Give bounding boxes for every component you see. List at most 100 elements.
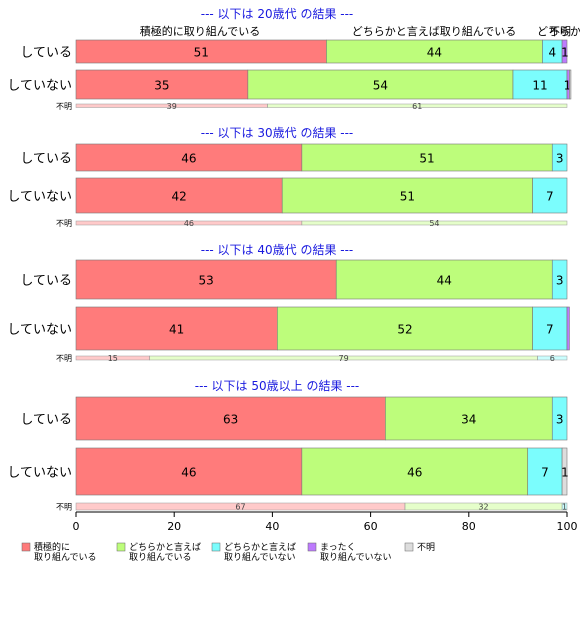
bar-segment xyxy=(75,177,283,214)
unknown-data-label: 46 xyxy=(184,219,194,228)
unknown-data-label: 67 xyxy=(235,503,245,512)
data-label: 1 xyxy=(561,46,569,60)
x-tick-label: 80 xyxy=(462,520,476,533)
bar-segment xyxy=(75,306,278,351)
panel-title: --- 以下は 30歳代 の結果 --- xyxy=(201,126,354,140)
x-tick-label: 40 xyxy=(265,520,279,533)
legend-item: 積極的に取り組んでいる xyxy=(21,541,97,563)
unknown-row: 不明 39 61 xyxy=(56,102,568,111)
unknown-data-label: 6 xyxy=(550,354,555,363)
bar-segment xyxy=(561,39,568,64)
row-label: していない xyxy=(7,466,72,481)
data-label: 3 xyxy=(556,274,564,288)
unknown-data-label: 39 xyxy=(167,102,177,111)
legend-swatch xyxy=(21,542,31,552)
legend-label: 取り組んでいる xyxy=(129,551,192,563)
data-label: 7 xyxy=(546,190,554,204)
unknown-segment xyxy=(267,103,568,108)
row-label: していない xyxy=(7,79,72,94)
legend-label: 積極的に xyxy=(34,541,70,553)
bar-segment xyxy=(532,306,568,351)
data-label: 63 xyxy=(223,413,238,427)
legend: 積極的に取り組んでいるどちらかと言えば取り組んでいるどちらかと言えば取り組んでい… xyxy=(21,541,435,563)
legend-label: 取り組んでいない xyxy=(320,551,392,563)
unknown-label: 不明 xyxy=(56,219,72,228)
legend-label: どちらかと言えば xyxy=(129,541,201,553)
legend-swatch xyxy=(116,542,126,552)
legend-item: 不明 xyxy=(404,542,435,553)
bar-segment xyxy=(301,143,553,172)
data-label: 34 xyxy=(461,413,476,427)
bar-segment xyxy=(532,177,568,214)
row-label: していない xyxy=(7,323,72,338)
legend-label: 不明 xyxy=(417,542,435,553)
top-category-label: 不明 xyxy=(549,25,571,38)
row-label: している xyxy=(20,274,72,289)
unknown-segment xyxy=(301,220,568,226)
unknown-row: 不明 46 54 xyxy=(56,219,568,228)
unknown-label: 不明 xyxy=(56,503,72,512)
panel-title: --- 以下は 20歳代 の結果 --- xyxy=(201,7,354,21)
legend-swatch xyxy=(404,542,414,552)
bar-row: していない 35 54 11 1 xyxy=(7,69,572,100)
bar-segment xyxy=(247,69,514,100)
bar-segment xyxy=(569,69,572,100)
bar-segment xyxy=(551,259,568,300)
panel-title: --- 以下は 40歳代 の結果 --- xyxy=(201,243,354,257)
legend-label: どちらかと言えば xyxy=(224,541,296,553)
unknown-label: 不明 xyxy=(56,354,72,363)
unknown-data-label: 54 xyxy=(429,219,439,228)
bar-segment xyxy=(335,259,553,300)
bar-row: していない 46 46 7 1 xyxy=(7,447,569,496)
x-tick-label: 0 xyxy=(73,520,80,533)
legend-label: 取り組んでいる xyxy=(34,551,97,563)
bar-row: していない 41 52 7 xyxy=(7,306,570,351)
panel-2: --- 以下は 30歳代 の結果 --- している 46 51 3 していない 42 51 7 不… xyxy=(7,126,568,228)
unknown-row: 不明 67 32 1 xyxy=(56,502,568,512)
bar-segment xyxy=(277,306,533,351)
data-label: 44 xyxy=(427,46,442,60)
bar-segment xyxy=(385,396,553,441)
legend-label: まったく xyxy=(320,542,356,553)
x-axis: 0 20 40 60 80 100 xyxy=(73,511,578,533)
bar-row: している 51 44 4 1 xyxy=(20,39,569,64)
bar-segment xyxy=(566,306,570,351)
data-label: 51 xyxy=(400,190,415,204)
bar-segment xyxy=(527,447,563,496)
bar-segment xyxy=(551,143,568,172)
unknown-data-label: 32 xyxy=(478,503,488,512)
x-tick-label: 20 xyxy=(167,520,181,533)
data-label: 51 xyxy=(194,46,209,60)
data-label: 11 xyxy=(532,79,547,93)
unknown-segment xyxy=(537,355,568,361)
unknown-segment xyxy=(561,502,568,511)
data-label: 4 xyxy=(548,46,556,60)
data-label: 46 xyxy=(407,466,422,480)
bar-segment xyxy=(301,447,529,496)
bar-segment xyxy=(75,396,386,441)
data-label: 53 xyxy=(198,274,213,288)
panel-4: --- 以下は 50歳以上 の結果 --- している 63 34 3 していない 46 46 7… xyxy=(7,379,568,512)
bar-row: している 46 51 3 xyxy=(20,143,568,172)
unknown-row: 不明 15 79 6 xyxy=(56,354,568,363)
legend-item: どちらかと言えば取り組んでいる xyxy=(116,541,201,563)
unknown-data-label: 15 xyxy=(108,354,118,363)
data-label: 7 xyxy=(546,323,554,337)
bar-segment xyxy=(561,447,568,496)
data-label: 7 xyxy=(541,466,549,480)
bar-segment xyxy=(75,447,303,496)
bar-segment xyxy=(75,143,303,172)
top-category-label: 積極的に取り組んでいる xyxy=(140,24,260,38)
bar-row: している 63 34 3 xyxy=(20,396,568,441)
x-tick-label: 100 xyxy=(557,520,578,533)
unknown-data-label: 1 xyxy=(562,503,567,512)
panel-3: --- 以下は 40歳代 の結果 --- している 53 44 3 していない 41 52 7 不… xyxy=(7,243,570,363)
data-label: 1 xyxy=(561,466,569,480)
row-label: していない xyxy=(7,190,72,205)
legend-swatch xyxy=(211,542,221,552)
data-label: 52 xyxy=(397,323,412,337)
row-label: している xyxy=(20,152,72,167)
